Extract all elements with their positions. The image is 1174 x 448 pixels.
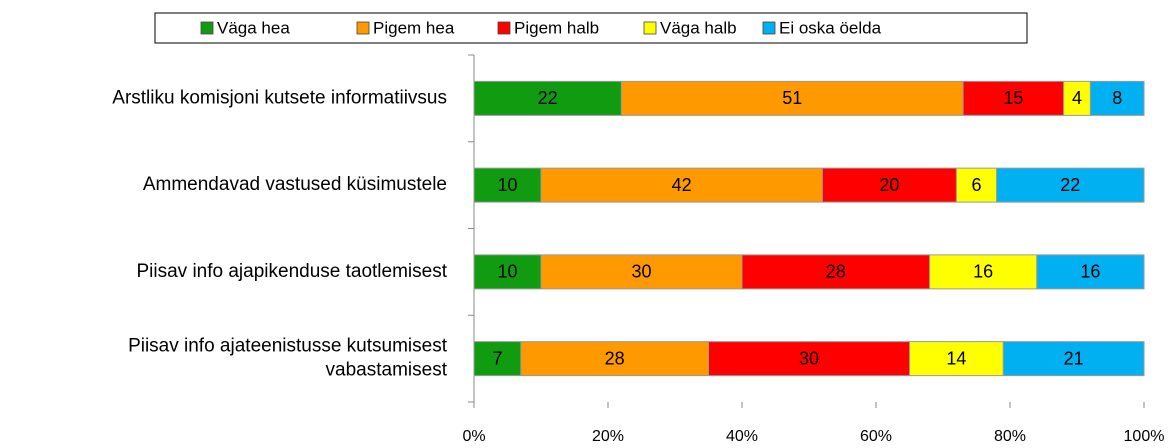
data-label: 14 [946, 348, 966, 368]
bar-segment [520, 341, 710, 377]
legend-swatch [200, 21, 214, 35]
bar-segment [1002, 341, 1145, 377]
bar-segment [996, 167, 1145, 203]
legend-swatch [762, 21, 776, 35]
category-label: Piisav info ajapikenduse taotlemisest [136, 261, 447, 282]
category-label: Arstliku komisjoni kutsete informatiivsu… [112, 87, 447, 108]
data-label: 28 [826, 262, 846, 282]
bar-segment [1089, 80, 1145, 116]
legend-label: Pigem hea [373, 18, 455, 37]
legend-label: Väga halb [660, 18, 737, 37]
bar-segment [741, 254, 931, 290]
data-label: 51 [782, 88, 802, 108]
x-tick-label: 100% [1124, 428, 1165, 445]
bar-segment [473, 167, 542, 203]
category-label: Ammendavad vastused küsimustele [143, 174, 447, 195]
legend-box [154, 12, 1028, 44]
data-label: 7 [492, 348, 502, 368]
bar-segment [909, 341, 1004, 377]
data-label: 20 [879, 175, 899, 195]
data-label: 22 [538, 88, 558, 108]
legend-label: Ei oska öelda [779, 18, 882, 37]
bar-segment [962, 80, 1065, 116]
x-tick-label: 60% [860, 428, 892, 445]
bar-segment [1036, 254, 1145, 290]
data-label: 4 [1072, 88, 1082, 108]
bar-segment [1063, 80, 1091, 116]
data-label: 30 [799, 348, 819, 368]
data-label: 16 [1080, 262, 1100, 282]
bar-segment [620, 80, 964, 116]
data-label: 21 [1064, 348, 1084, 368]
data-label: 30 [631, 262, 651, 282]
data-label: 16 [973, 262, 993, 282]
bar-segment [540, 254, 743, 290]
bar-segment [929, 254, 1038, 290]
x-tick-label: 20% [592, 428, 624, 445]
legend-label: Pigem halb [514, 18, 599, 37]
data-label: 10 [497, 175, 517, 195]
legend-swatch [356, 21, 370, 35]
data-label: 8 [1112, 88, 1122, 108]
x-tick-label: 80% [994, 428, 1026, 445]
data-label: 22 [1060, 175, 1080, 195]
legend-swatch [497, 21, 511, 35]
data-label: 10 [497, 262, 517, 282]
bar-segment [473, 341, 522, 377]
x-tick-label: 0% [462, 428, 485, 445]
data-label: 42 [672, 175, 692, 195]
data-label: 6 [971, 175, 981, 195]
bar-segment [955, 167, 998, 203]
x-tick-label: 40% [726, 428, 758, 445]
legend-swatch [643, 21, 657, 35]
bar-segment [821, 167, 957, 203]
legend-label: Väga hea [217, 18, 290, 37]
data-label: 28 [605, 348, 625, 368]
data-label: 15 [1003, 88, 1023, 108]
category-label: Piisav info ajateenistusse kutsumisest va… [128, 336, 448, 381]
bar-segment [473, 80, 622, 116]
